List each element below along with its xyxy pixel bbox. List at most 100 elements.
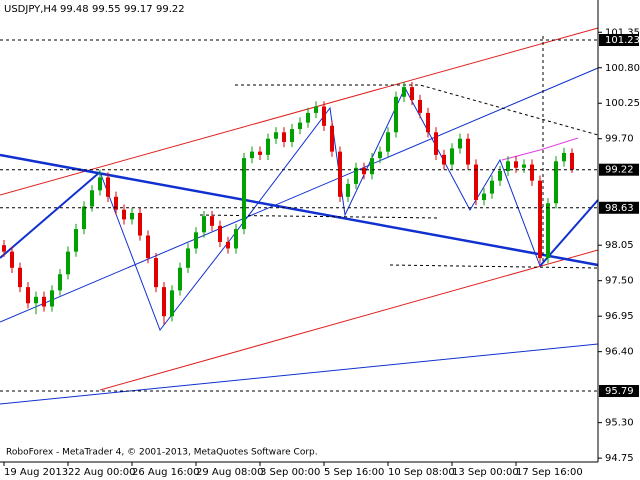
x-tick-label: 3 Sep 00:00 — [260, 467, 320, 478]
candle-body — [170, 290, 174, 317]
y-tick-label: 99.70 — [605, 134, 634, 145]
x-tick-label: 5 Sep 16:00 — [324, 467, 384, 478]
candle-body — [130, 212, 134, 220]
candles — [2, 81, 574, 325]
candle-body — [162, 287, 166, 317]
candle-body — [138, 212, 142, 236]
candle-body — [530, 164, 534, 181]
candle-body — [242, 158, 246, 230]
dashed-line — [199, 214, 441, 219]
y-tick-label: 98.05 — [605, 240, 634, 251]
candle-body — [426, 112, 430, 133]
wave-line — [99, 86, 541, 332]
candle-body — [122, 209, 126, 220]
candle-body — [202, 216, 206, 233]
candle-body — [554, 161, 558, 204]
candle-body — [50, 290, 54, 307]
candle-body — [562, 152, 566, 162]
candle-body — [402, 87, 406, 97]
ohlc-high: 99.55 — [92, 4, 121, 15]
candle-body — [418, 100, 422, 113]
x-tick-label: 17 Sep 16:00 — [516, 467, 583, 478]
candle-body — [178, 267, 182, 291]
candle-body — [330, 125, 334, 152]
candle-body — [34, 296, 38, 304]
candle-body — [42, 296, 46, 307]
y-tick-label: 100.80 — [605, 63, 640, 74]
candle-body — [466, 138, 470, 165]
candle-body — [346, 183, 350, 197]
x-tick-label: 26 Aug 16:00 — [132, 467, 199, 478]
candle-body — [290, 129, 294, 142]
candle-body — [354, 167, 358, 184]
candle-body — [250, 151, 254, 159]
candle-body — [74, 229, 78, 252]
candle-body — [570, 152, 574, 170]
price-label-bg — [599, 163, 639, 176]
ohlc-open: 99.48 — [60, 4, 89, 15]
candle-body — [322, 106, 326, 126]
candle-body — [194, 232, 198, 249]
candle-body — [314, 106, 318, 113]
chart-title: USDJPY,H4 — [4, 4, 57, 15]
x-tick-label: 29 Aug 08:00 — [196, 467, 263, 478]
candle-body — [186, 248, 190, 268]
y-tick-label: 101.35 — [605, 27, 640, 38]
candle-body — [546, 203, 550, 259]
candle-body — [146, 235, 150, 259]
x-tick-label: 19 Aug 2013 — [4, 467, 68, 478]
y-tick-label: 96.40 — [605, 347, 634, 358]
candle-body — [282, 132, 286, 142]
trend-line — [0, 343, 599, 405]
candle-body — [370, 158, 374, 175]
price-label: 101.23 — [605, 35, 640, 46]
candle-body — [66, 251, 70, 275]
dashed-line — [389, 264, 599, 269]
dashed-line — [235, 84, 599, 136]
trend-line — [0, 27, 599, 196]
price-label-bg — [599, 34, 639, 47]
candle-body — [538, 180, 542, 259]
candle-body — [266, 138, 270, 155]
candle-body — [10, 251, 14, 268]
price-label: 95.79 — [605, 386, 634, 397]
candle-body — [154, 258, 158, 288]
trend-line — [99, 249, 599, 391]
price-label: 99.22 — [605, 165, 634, 176]
candle-body — [58, 274, 62, 291]
trend-line — [0, 171, 101, 259]
ohlc-close: 99.22 — [156, 4, 185, 15]
candle-body — [258, 151, 262, 155]
candle-body — [378, 151, 382, 159]
y-tick-label: 96.95 — [605, 311, 634, 322]
candle-body — [114, 196, 118, 210]
candle-body — [234, 229, 238, 249]
y-tick-label: 97.50 — [605, 276, 634, 287]
candle-body — [98, 177, 102, 191]
channel-line — [501, 137, 579, 161]
candle-body — [386, 132, 390, 152]
candle-body — [442, 154, 446, 165]
y-tick-label: 95.30 — [605, 418, 634, 429]
trend-line — [0, 67, 599, 323]
candle-body — [18, 267, 22, 288]
candle-body — [410, 87, 414, 101]
candle-body — [274, 132, 278, 139]
candle-body — [2, 245, 6, 252]
candle-body — [458, 138, 462, 149]
candle-body — [218, 225, 222, 242]
y-tick-label: 100.25 — [605, 98, 640, 109]
candle-body — [106, 177, 110, 197]
candle-body — [498, 170, 502, 181]
candle-body — [362, 167, 366, 175]
candle-body — [506, 161, 510, 171]
candle-body — [90, 190, 94, 207]
price-label-bg — [599, 201, 639, 214]
y-tick-label: 94.75 — [605, 453, 634, 464]
candle-body — [338, 151, 342, 197]
candle-body — [450, 148, 454, 165]
candle-body — [434, 132, 438, 155]
candle-body — [474, 164, 478, 201]
